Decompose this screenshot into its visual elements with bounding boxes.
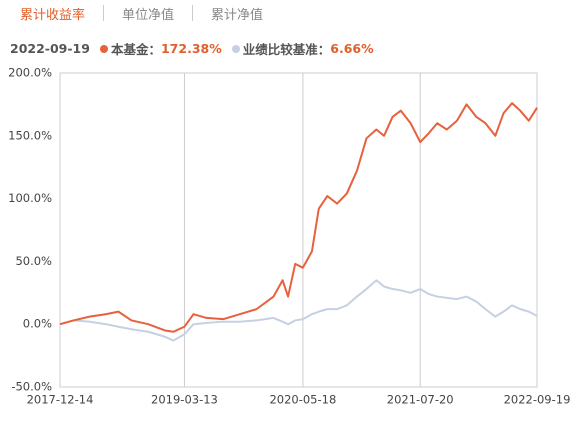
y-tick-label: 100.0% [8,191,52,205]
series-line [59,279,538,342]
tabs: 累计收益率 单位净值 累计净值 [0,3,281,23]
y-tick-label: 0.0% [23,317,52,331]
tab-separator [192,5,194,21]
tab-separator [103,5,105,21]
tab[interactable]: 累计净值 [211,7,264,23]
y-tick-label: 150.0% [8,128,52,142]
x-tick-label: 2022-09-19 [504,393,571,407]
tab[interactable]: 累计收益率 [20,7,86,23]
tab[interactable]: 单位净值 [122,7,175,23]
latest-date: 2022-09-19 [10,41,90,56]
legend-value: 6.66% [330,41,374,56]
x-tick-label: 2017-12-14 [27,393,94,407]
legend-label: 本基金： [110,42,161,57]
y-tick-label: -50.0% [11,380,52,394]
x-tick-label: 2019-03-13 [151,393,218,407]
legend-value: 172.38% [160,41,222,56]
legend-dot [99,44,108,53]
legend-label: 业绩比较基准： [242,42,331,57]
x-tick-label: 2021-07-20 [387,393,454,407]
series-line [59,102,538,333]
x-tick-label: 2020-05-18 [269,393,336,407]
plot-frame [59,72,538,388]
legend: 2022-09-19 本基金： 172.38% 业绩比较基准： 6.66% [10,39,374,58]
y-tick-label: 200.0% [8,66,52,80]
legend-dot [231,44,240,53]
y-tick-label: 50.0% [15,254,52,268]
